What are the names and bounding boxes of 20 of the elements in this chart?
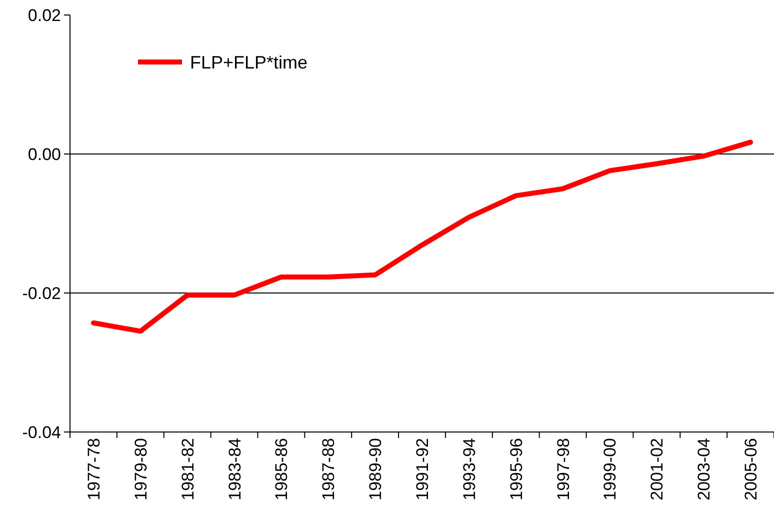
x-tick-label: 1995-96 — [506, 438, 526, 500]
x-tick-label: 1981-82 — [178, 438, 198, 500]
x-tick-label: 2005-06 — [742, 438, 761, 500]
x-tick-label: 1977-78 — [84, 438, 104, 500]
y-tick-label: 0.00 — [28, 144, 61, 164]
y-tick-label: -0.02 — [22, 284, 61, 303]
legend-label: FLP+FLP*time — [190, 52, 308, 72]
x-tick-label: 2003-04 — [694, 438, 714, 500]
y-tick-label: 0.02 — [28, 6, 61, 25]
x-tick-label: 1987-88 — [319, 438, 338, 500]
x-tick-label: 1985-86 — [272, 438, 292, 500]
x-tick-label: 2001-02 — [648, 438, 667, 500]
x-tick-label: 1989-90 — [366, 438, 386, 500]
x-tick-label: 1983-84 — [225, 438, 244, 500]
x-tick-label: 1993-94 — [460, 438, 479, 500]
y-tick-label: -0.04 — [22, 422, 61, 442]
x-tick-label: 1991-92 — [413, 438, 432, 500]
x-tick-label: 1999-00 — [600, 438, 620, 500]
x-tick-label: 1997-98 — [554, 438, 573, 500]
x-tick-label: 1979-80 — [131, 438, 150, 500]
